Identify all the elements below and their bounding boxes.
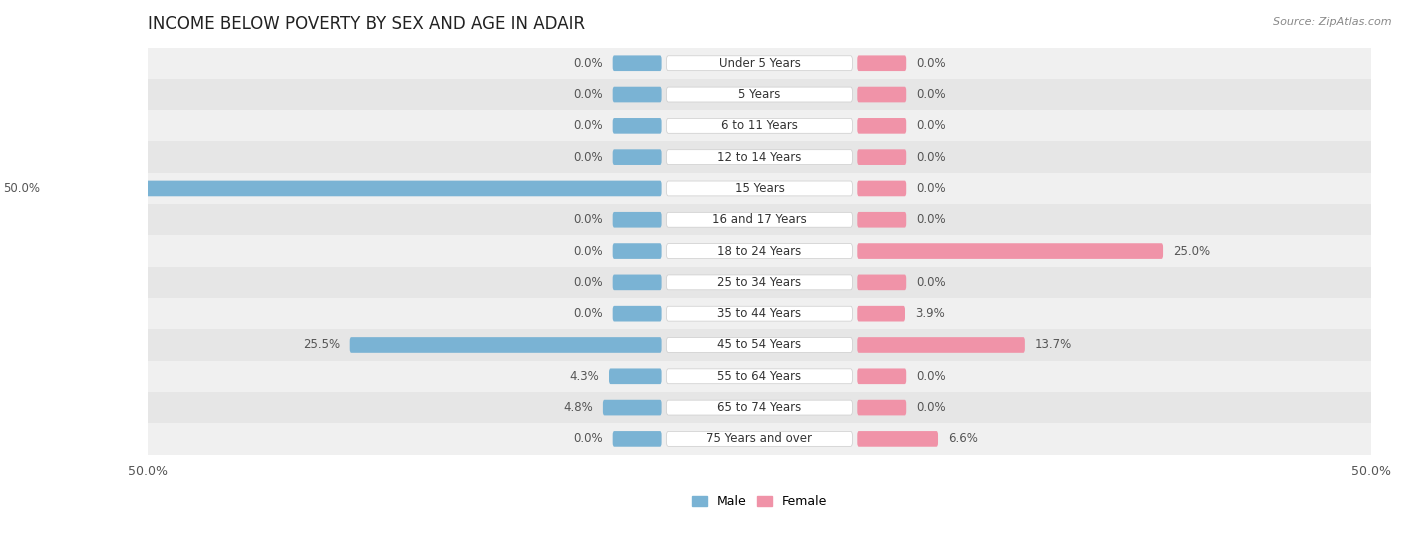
Bar [148,110,1371,142]
Bar [148,424,1371,455]
FancyBboxPatch shape [858,212,907,228]
Text: Under 5 Years: Under 5 Years [718,57,800,70]
FancyBboxPatch shape [858,86,907,102]
FancyBboxPatch shape [51,181,662,196]
Text: 0.0%: 0.0% [574,57,603,70]
Text: 25.5%: 25.5% [302,339,340,352]
Text: 0.0%: 0.0% [915,370,946,383]
Text: 12 to 14 Years: 12 to 14 Years [717,151,801,163]
Text: 13.7%: 13.7% [1035,339,1071,352]
FancyBboxPatch shape [609,368,662,384]
FancyBboxPatch shape [666,431,852,446]
Bar [148,329,1371,360]
Text: 0.0%: 0.0% [915,401,946,414]
FancyBboxPatch shape [350,337,662,353]
Legend: Male, Female: Male, Female [688,490,832,513]
Text: 25 to 34 Years: 25 to 34 Years [717,276,801,289]
Bar [148,142,1371,173]
FancyBboxPatch shape [613,212,662,228]
Text: 0.0%: 0.0% [574,432,603,445]
FancyBboxPatch shape [858,243,1163,259]
Text: 75 Years and over: 75 Years and over [706,432,813,445]
Text: 65 to 74 Years: 65 to 74 Years [717,401,801,414]
Text: 16 and 17 Years: 16 and 17 Years [711,213,807,226]
FancyBboxPatch shape [613,150,662,165]
Text: 0.0%: 0.0% [915,276,946,289]
Text: 6.6%: 6.6% [948,432,977,445]
FancyBboxPatch shape [858,181,907,196]
Text: 0.0%: 0.0% [574,307,603,320]
FancyBboxPatch shape [613,243,662,259]
FancyBboxPatch shape [858,431,938,447]
Text: 0.0%: 0.0% [915,213,946,226]
Bar [148,47,1371,79]
Text: Source: ZipAtlas.com: Source: ZipAtlas.com [1274,17,1392,27]
Text: 18 to 24 Years: 18 to 24 Years [717,244,801,258]
FancyBboxPatch shape [613,118,662,134]
Bar [148,298,1371,329]
FancyBboxPatch shape [603,400,662,415]
FancyBboxPatch shape [858,368,907,384]
Text: 4.8%: 4.8% [564,401,593,414]
Bar [148,235,1371,267]
Text: 0.0%: 0.0% [915,182,946,195]
Text: 0.0%: 0.0% [574,88,603,101]
Bar [148,392,1371,424]
Text: 0.0%: 0.0% [574,119,603,132]
FancyBboxPatch shape [666,275,852,290]
FancyBboxPatch shape [858,306,905,321]
Text: 0.0%: 0.0% [915,88,946,101]
Text: 25.0%: 25.0% [1173,244,1211,258]
FancyBboxPatch shape [666,87,852,102]
Text: 15 Years: 15 Years [734,182,785,195]
Text: 4.3%: 4.3% [569,370,599,383]
Text: 0.0%: 0.0% [915,57,946,70]
FancyBboxPatch shape [666,244,852,258]
FancyBboxPatch shape [666,213,852,227]
Bar [148,204,1371,235]
Text: 0.0%: 0.0% [915,119,946,132]
Text: 6 to 11 Years: 6 to 11 Years [721,119,797,132]
FancyBboxPatch shape [666,150,852,165]
FancyBboxPatch shape [613,275,662,290]
FancyBboxPatch shape [858,118,907,134]
FancyBboxPatch shape [858,337,1025,353]
Text: INCOME BELOW POVERTY BY SEX AND AGE IN ADAIR: INCOME BELOW POVERTY BY SEX AND AGE IN A… [148,15,585,33]
FancyBboxPatch shape [613,431,662,447]
Bar [148,79,1371,110]
FancyBboxPatch shape [666,369,852,384]
Text: 0.0%: 0.0% [574,213,603,226]
FancyBboxPatch shape [858,400,907,415]
FancyBboxPatch shape [666,338,852,353]
Text: 45 to 54 Years: 45 to 54 Years [717,339,801,352]
FancyBboxPatch shape [858,55,907,71]
Bar [148,267,1371,298]
Text: 50.0%: 50.0% [3,182,41,195]
FancyBboxPatch shape [666,118,852,133]
Text: 0.0%: 0.0% [574,151,603,163]
FancyBboxPatch shape [666,56,852,71]
Text: 5 Years: 5 Years [738,88,780,101]
FancyBboxPatch shape [666,181,852,196]
Text: 0.0%: 0.0% [574,276,603,289]
FancyBboxPatch shape [613,86,662,102]
Bar [148,360,1371,392]
FancyBboxPatch shape [858,150,907,165]
Text: 0.0%: 0.0% [915,151,946,163]
FancyBboxPatch shape [613,306,662,321]
FancyBboxPatch shape [666,306,852,321]
Text: 0.0%: 0.0% [574,244,603,258]
Bar [148,173,1371,204]
FancyBboxPatch shape [613,55,662,71]
Text: 55 to 64 Years: 55 to 64 Years [717,370,801,383]
Text: 3.9%: 3.9% [915,307,945,320]
Text: 35 to 44 Years: 35 to 44 Years [717,307,801,320]
FancyBboxPatch shape [858,275,907,290]
FancyBboxPatch shape [666,400,852,415]
